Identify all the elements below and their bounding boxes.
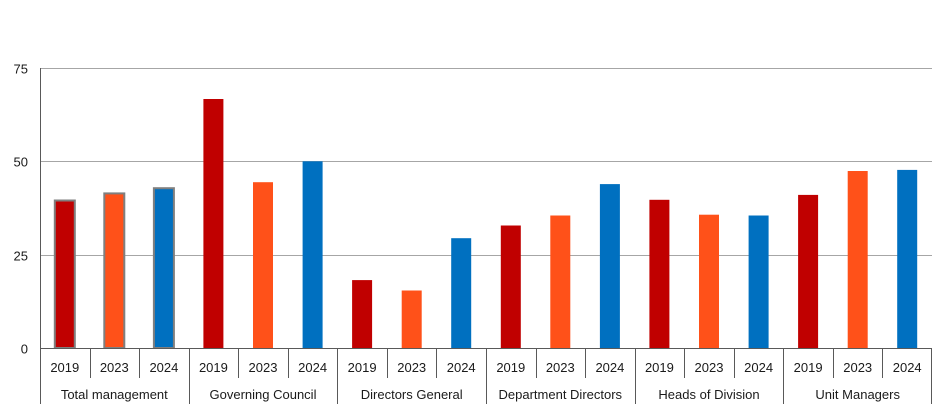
bar-total-management-2024 [152,187,175,349]
x-tick-label-year: 2019 [199,360,228,375]
x-tick-label-year: 2024 [893,360,922,375]
x-group-label: Directors General [361,387,463,402]
bar-directors-general-2024 [451,238,472,348]
bar-governing-council-2019 [203,99,224,348]
x-tick-label-year: 2024 [744,360,773,375]
x-tick-label-year: 2023 [695,360,724,375]
bar-directors-general-2019 [352,280,373,348]
x-group-label: Unit Managers [815,387,900,402]
x-tick-label-year: 2023 [546,360,575,375]
x-tick-label-year: 2023 [100,360,129,375]
y-tick-label: 25 [14,249,28,264]
bar-heads-of-division-2019 [649,199,670,348]
bar-department-directors-2023 [550,215,571,348]
x-tick-label-year: 2019 [794,360,823,375]
bar-governing-council-2023 [253,182,273,348]
axes [40,68,932,404]
y-tick-label: 50 [14,155,28,170]
x-tick-label-year: 2024 [149,360,178,375]
bar-total-management-2019 [53,199,76,349]
x-tick-label-year: 2024 [595,360,624,375]
x-group-label: Department Directors [499,387,623,402]
x-tick-label-year: 2019 [496,360,525,375]
bar-heads-of-division-2023 [699,214,719,348]
y-tick-label: 75 [14,62,28,77]
bar-department-directors-2024 [599,184,620,348]
bar-governing-council-2024 [302,161,323,348]
bar-heads-of-division-2024 [748,215,769,348]
x-tick-label-year: 2019 [348,360,377,375]
bar-unit-managers-2019 [798,194,819,348]
x-tick-label-year: 2019 [645,360,674,375]
bar-unit-managers-2023 [847,171,868,348]
x-group-label: Total management [61,387,168,402]
x-tick-label-year: 2023 [249,360,278,375]
gridlines [40,68,932,256]
x-tick-label-year: 2024 [298,360,327,375]
bars [53,99,918,349]
x-tick-label-year: 2023 [843,360,872,375]
y-tick-label: 0 [21,342,28,357]
x-group-label: Governing Council [210,387,317,402]
x-tick-label-year: 2019 [50,360,79,375]
x-tick-label-year: 2024 [447,360,476,375]
labels: 0 25 50 75 2019 2023 2024 Total management 2019 2… [14,62,922,403]
x-tick-label-year: 2023 [397,360,426,375]
bar-unit-managers-2024 [897,169,918,348]
x-group-label: Heads of Division [658,387,759,402]
bar-directors-general-2023 [401,290,422,348]
bar-total-management-2023 [103,192,126,349]
bar-department-directors-2019 [500,225,521,348]
